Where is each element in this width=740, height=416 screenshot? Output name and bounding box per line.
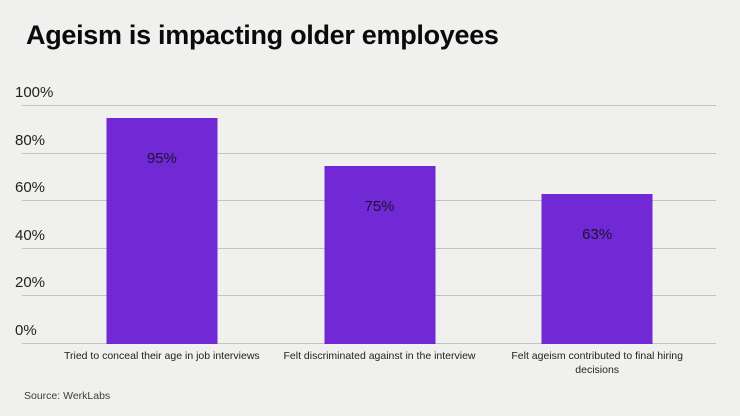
x-label-cell: Tried to conceal their age in job interv…: [53, 350, 271, 378]
bar-3: 63%: [541, 194, 653, 344]
source-note: Source: WerkLabs: [24, 390, 111, 402]
bar-value-label: 95%: [146, 149, 177, 167]
x-label-cell: Felt discriminated against in the interv…: [271, 350, 489, 378]
y-tick-label: 60%: [15, 179, 46, 197]
bar-band: 95%: [53, 106, 271, 344]
chart-title: Ageism is impacting older employees: [26, 20, 499, 50]
x-label-cell: Felt ageism contributed to final hiring …: [488, 350, 706, 378]
y-tick-label: 100%: [15, 84, 54, 101]
bar-1: 95%: [106, 117, 218, 344]
gridline: [22, 152, 716, 154]
plot-area: 0% 20% 40% 60% 80% 100% 95% 75% 63%: [15, 85, 716, 344]
gridline: [22, 105, 716, 106]
y-tick-label: 20%: [15, 274, 46, 292]
y-tick-label: 40%: [15, 226, 46, 244]
bar-value-label: 75%: [364, 197, 395, 215]
y-tick-label: 80%: [15, 131, 46, 149]
bars-region: 95% 75% 63%: [53, 106, 706, 344]
x-axis-labels: Tried to conceal their age in job interv…: [53, 350, 706, 378]
x-category-label: Felt discriminated against in the interv…: [283, 350, 476, 362]
bar-value-label: 63%: [582, 226, 613, 244]
bar-2: 75%: [324, 165, 435, 344]
bar-band: 75%: [271, 106, 489, 344]
x-category-label: Tried to conceal their age in job interv…: [63, 350, 260, 362]
y-tick-label: 0%: [15, 322, 37, 339]
x-category-label: Felt ageism contributed to final hiring …: [511, 350, 683, 376]
bar-band: 63%: [488, 106, 706, 344]
